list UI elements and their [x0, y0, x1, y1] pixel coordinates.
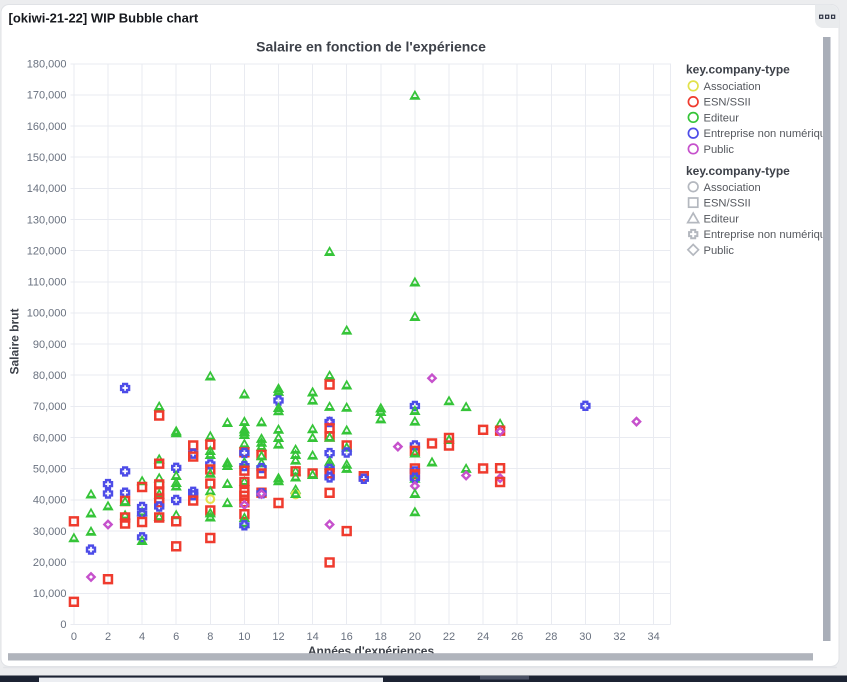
- svg-text:Editeur: Editeur: [704, 213, 740, 225]
- svg-text:120,000: 120,000: [27, 245, 67, 257]
- svg-text:50,000: 50,000: [33, 464, 67, 476]
- svg-text:130,000: 130,000: [27, 214, 67, 226]
- svg-text:10: 10: [238, 631, 250, 643]
- svg-text:150,000: 150,000: [27, 152, 67, 164]
- svg-text:100,000: 100,000: [27, 308, 67, 320]
- svg-text:16: 16: [341, 631, 353, 643]
- svg-text:10,000: 10,000: [33, 588, 67, 600]
- svg-text:ESN/SSII: ESN/SSII: [704, 198, 751, 210]
- svg-text:34: 34: [647, 631, 659, 643]
- svg-text:Entreprise non numérique: Entreprise non numérique: [704, 229, 833, 241]
- svg-text:26: 26: [511, 631, 523, 643]
- svg-text:22: 22: [443, 631, 455, 643]
- svg-text:28: 28: [545, 631, 557, 643]
- svg-text:170,000: 170,000: [27, 90, 67, 102]
- svg-text:Salaire brut: Salaire brut: [8, 308, 22, 374]
- svg-text:8: 8: [207, 631, 213, 643]
- svg-text:6: 6: [173, 631, 179, 643]
- svg-text:ESN/SSII: ESN/SSII: [704, 97, 751, 109]
- svg-text:20: 20: [409, 631, 421, 643]
- svg-text:2: 2: [105, 631, 111, 643]
- svg-text:30,000: 30,000: [33, 526, 67, 538]
- svg-text:140,000: 140,000: [27, 183, 67, 195]
- svg-text:80,000: 80,000: [33, 370, 67, 382]
- svg-text:Editeur: Editeur: [704, 112, 740, 124]
- svg-text:key.company-type: key.company-type: [686, 164, 790, 178]
- svg-text:[okiwi-21-22] WIP Bubble chart: [okiwi-21-22] WIP Bubble chart: [9, 10, 199, 25]
- svg-text:160,000: 160,000: [27, 121, 67, 133]
- svg-text:110,000: 110,000: [28, 277, 67, 289]
- svg-text:Association: Association: [704, 81, 761, 93]
- svg-text:key.company-type: key.company-type: [686, 63, 790, 77]
- svg-text:60,000: 60,000: [33, 432, 67, 444]
- svg-text:12: 12: [272, 631, 284, 643]
- svg-text:Association: Association: [704, 182, 761, 194]
- svg-text:90,000: 90,000: [33, 339, 67, 351]
- svg-text:180,000: 180,000: [27, 59, 67, 71]
- svg-text:24: 24: [477, 631, 489, 643]
- svg-text:40,000: 40,000: [33, 495, 67, 507]
- svg-text:0: 0: [60, 619, 66, 631]
- svg-text:4: 4: [139, 631, 145, 643]
- svg-text:Public: Public: [704, 245, 735, 257]
- svg-text:70,000: 70,000: [33, 401, 67, 413]
- svg-text:Salaire en fonction de l'expér: Salaire en fonction de l'expérience: [256, 39, 486, 55]
- svg-text:Entreprise non numérique: Entreprise non numérique: [704, 128, 833, 140]
- svg-text:0: 0: [71, 631, 77, 643]
- svg-text:18: 18: [375, 631, 387, 643]
- svg-text:30: 30: [579, 631, 591, 643]
- svg-text:32: 32: [613, 631, 625, 643]
- svg-text:20,000: 20,000: [33, 557, 67, 569]
- svg-text:Public: Public: [704, 144, 735, 156]
- svg-text:14: 14: [306, 631, 318, 643]
